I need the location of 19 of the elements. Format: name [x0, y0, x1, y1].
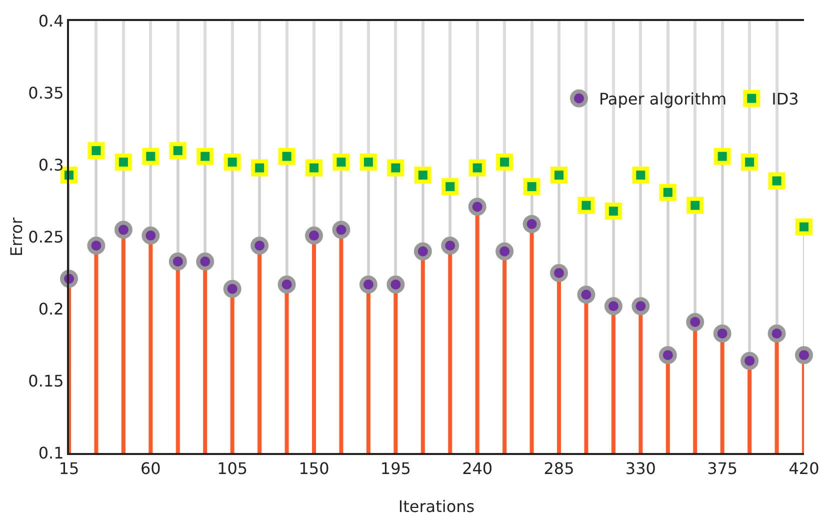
x-tick-label: 285 — [544, 459, 574, 478]
y-tick-label: 0.15 — [28, 372, 64, 391]
y-axis-title: Error — [7, 217, 26, 256]
x-tick-label: 105 — [217, 459, 248, 478]
x-tick-label: 375 — [707, 459, 738, 478]
x-tick-label: 150 — [298, 459, 330, 478]
x-tick-label: 330 — [625, 459, 656, 478]
legend-label: Paper algorithm — [599, 90, 727, 109]
legend-label: ID3 — [772, 90, 799, 109]
y-tick-label: 0.3 — [38, 156, 64, 175]
x-tick-label: 60 — [140, 459, 161, 478]
y-tick-label: 0.4 — [38, 12, 64, 31]
y-tick-label: 0.2 — [38, 300, 64, 319]
x-axis-title: Iterations — [398, 497, 475, 516]
x-tick-label: 195 — [380, 459, 411, 478]
y-tick-label: 0.35 — [28, 84, 64, 103]
y-tick-label: 0.25 — [28, 228, 64, 247]
x-tick-label: 420 — [788, 459, 820, 478]
x-tick-label: 240 — [462, 459, 493, 478]
